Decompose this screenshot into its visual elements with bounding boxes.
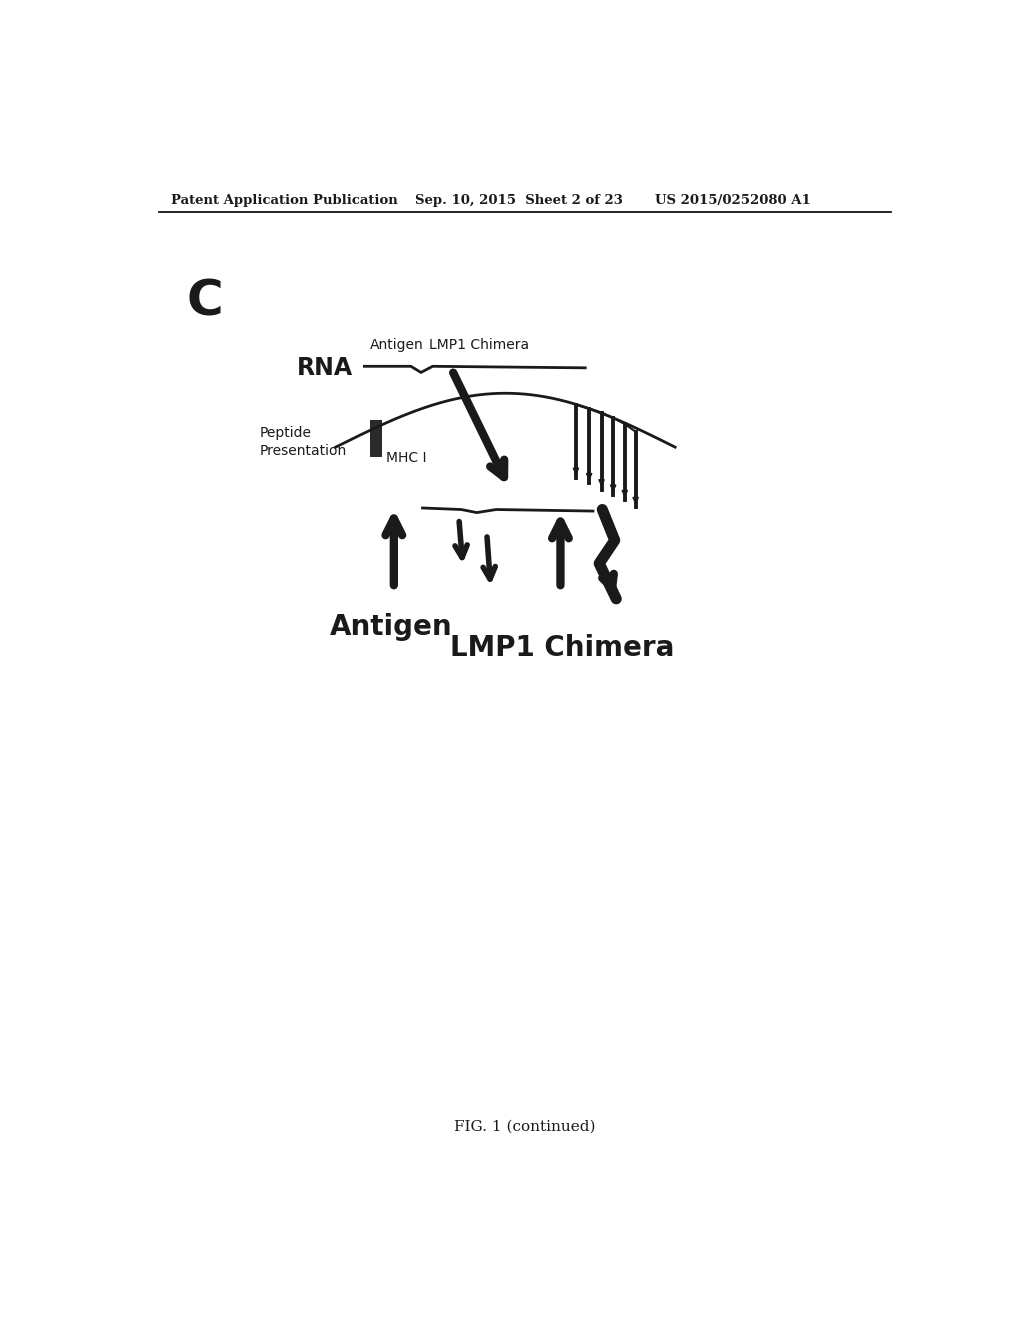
Text: FIG. 1 (continued): FIG. 1 (continued): [454, 1121, 596, 1134]
Text: Peptide
Presentation: Peptide Presentation: [260, 426, 347, 458]
Text: MHC I: MHC I: [386, 451, 427, 465]
Text: Patent Application Publication: Patent Application Publication: [171, 194, 397, 207]
Text: Sep. 10, 2015  Sheet 2 of 23: Sep. 10, 2015 Sheet 2 of 23: [415, 194, 623, 207]
Text: RNA: RNA: [297, 356, 353, 380]
Text: LMP1 Chimera: LMP1 Chimera: [429, 338, 528, 352]
Bar: [370, 420, 382, 457]
Text: Antigen: Antigen: [330, 612, 453, 640]
Text: US 2015/0252080 A1: US 2015/0252080 A1: [655, 194, 811, 207]
Text: Antigen: Antigen: [370, 338, 424, 352]
Text: LMP1 Chimera: LMP1 Chimera: [450, 635, 674, 663]
Text: C: C: [186, 277, 223, 326]
